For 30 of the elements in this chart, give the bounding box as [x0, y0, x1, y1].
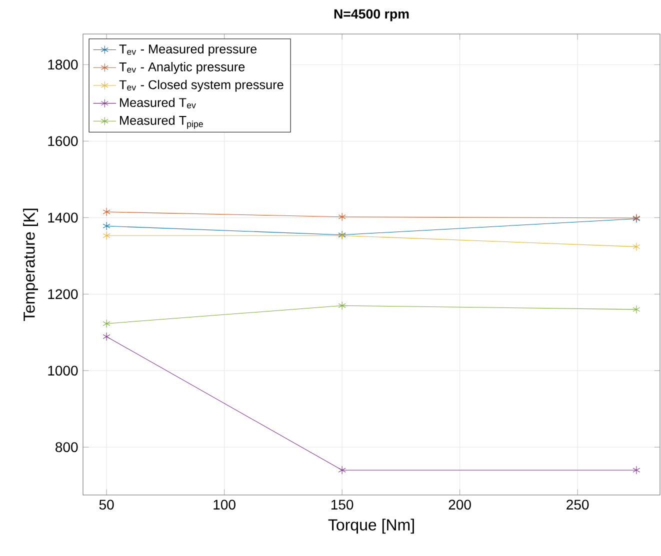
- y-tick-label: 800: [56, 442, 78, 452]
- y-tick-label: 1800: [48, 60, 78, 70]
- legend-label: Measured T$_{pipe}$: [120, 116, 203, 129]
- point: [102, 319, 110, 328]
- point: [102, 332, 110, 341]
- y-axis-title: Temperature [K]: [23, 208, 38, 322]
- legend-label: T$_{ev}$ - Analytic pressure: [119, 62, 245, 74]
- y-tick-label: 1600: [48, 136, 78, 146]
- point: [102, 222, 110, 230]
- point: [338, 301, 346, 310]
- x-tick-label: 50: [99, 500, 114, 510]
- chart-title: N=4500 rpm: [334, 9, 409, 22]
- point: [102, 208, 110, 216]
- x-tick-label: 250: [566, 500, 589, 510]
- x-tick-label: 150: [331, 500, 354, 510]
- legend-label: Measured T$_{ev}$: [120, 98, 196, 108]
- point: [338, 212, 346, 222]
- point: [338, 466, 346, 474]
- legend-label: T$_{ev}$ - Measured pressure: [119, 44, 257, 56]
- point: [632, 466, 640, 474]
- point: [632, 305, 640, 314]
- y-tick-label: 1400: [48, 212, 78, 223]
- x-axis-title: Torque [Nm]: [328, 518, 414, 534]
- y-tick-label: 1000: [48, 366, 78, 376]
- y-tick-label: 1200: [48, 289, 78, 300]
- x-tick-label: 200: [448, 500, 471, 510]
- point: [632, 242, 640, 251]
- x-tick-label: 100: [214, 500, 236, 510]
- legend-label: T$_{ev}$ - Closed system pressure: [119, 80, 284, 92]
- point: [102, 231, 110, 240]
